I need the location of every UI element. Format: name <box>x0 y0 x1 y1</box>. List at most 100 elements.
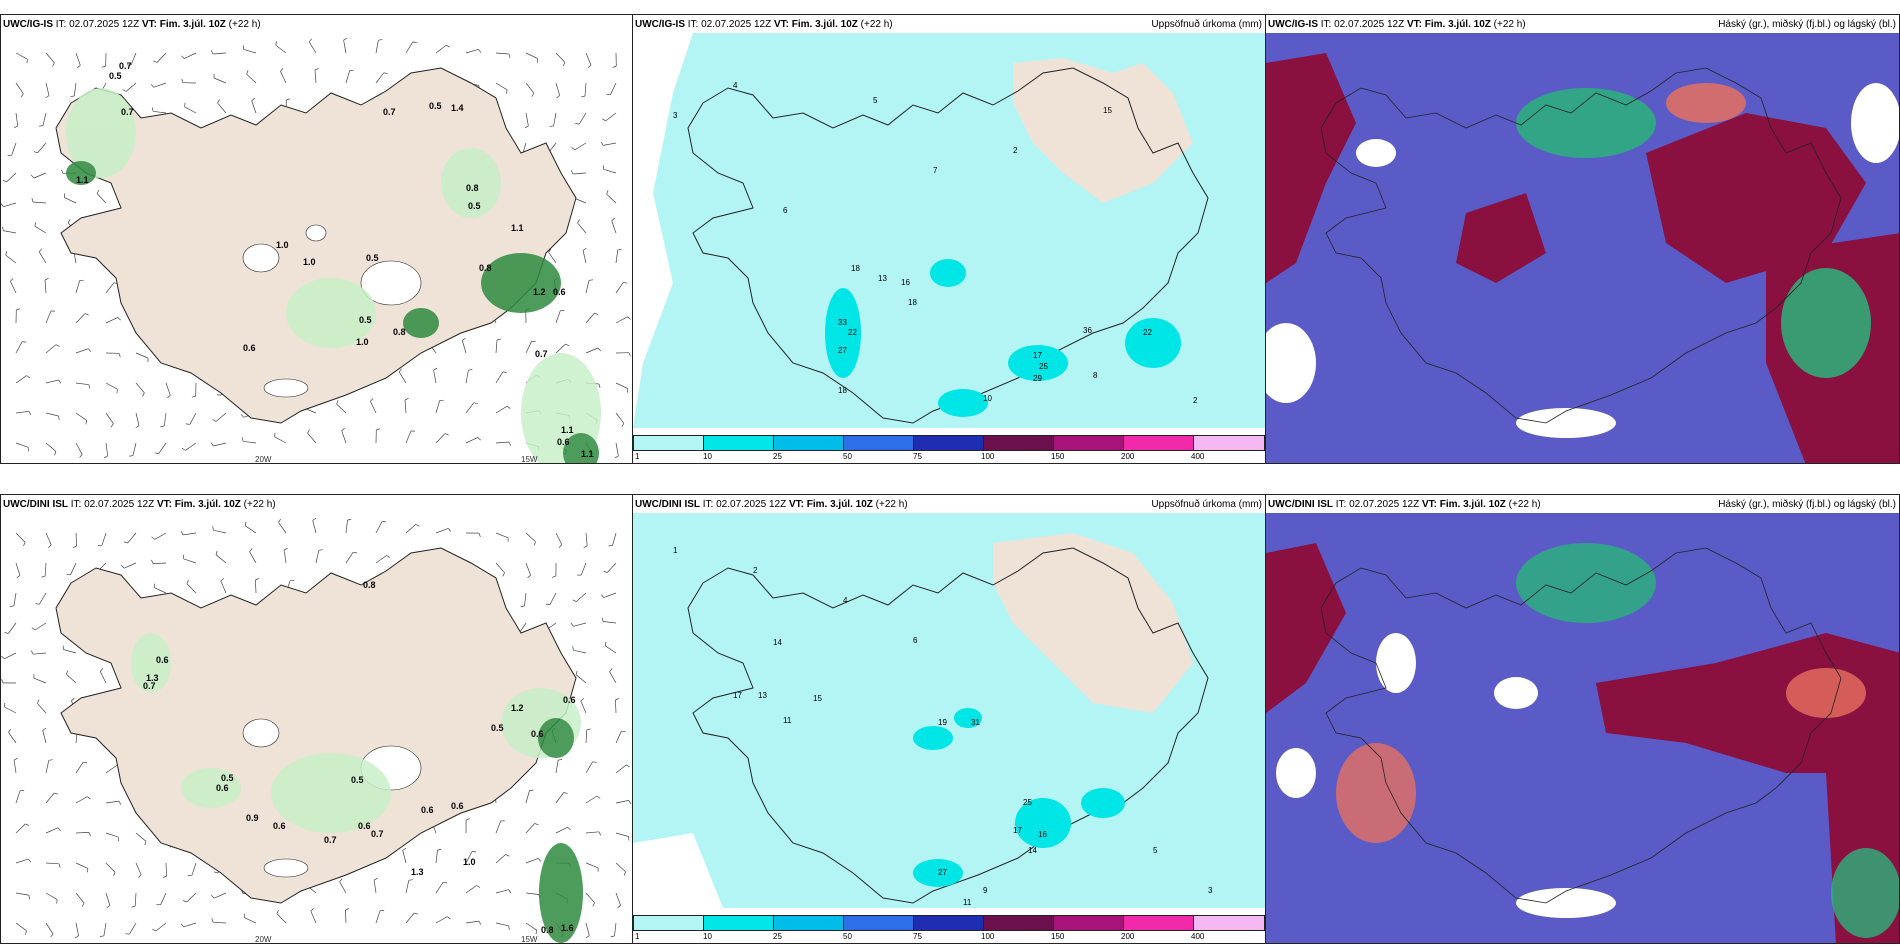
wind-barb <box>585 892 595 903</box>
wind-barb <box>154 587 167 594</box>
wind-barb-flag <box>443 881 448 884</box>
wind-barb <box>75 280 81 294</box>
wind-barb-flag <box>592 761 597 763</box>
wind-barb <box>99 671 107 684</box>
panel-header: UWC/DINI ISL IT: 02.07.2025 12Z VT: Fim.… <box>3 499 276 510</box>
wind-barb-flag <box>339 878 343 882</box>
wind-barb-flag <box>154 452 159 455</box>
wind-barb-flag <box>54 451 57 456</box>
wind-barb <box>585 52 592 66</box>
wind-barb-flag <box>181 447 186 451</box>
svg-text:1: 1 <box>673 546 678 555</box>
wind-barb <box>435 850 438 864</box>
wind-barb <box>435 44 447 54</box>
svg-text:0.7: 0.7 <box>371 829 384 839</box>
wind-barb <box>105 892 111 906</box>
wind-barb-flag <box>386 555 391 558</box>
wind-barb <box>461 340 467 354</box>
wind-barb-flag <box>614 455 619 459</box>
svg-text:0.6: 0.6 <box>451 801 464 811</box>
wind-barb-flag <box>251 97 255 101</box>
wind-barb-flag <box>117 317 121 321</box>
wind-barb-flag <box>558 544 563 548</box>
wind-barb <box>38 251 47 264</box>
wind-barb-flag <box>88 832 91 837</box>
wind-barb <box>15 112 19 126</box>
wind-barb <box>135 352 149 359</box>
svg-text:0.8: 0.8 <box>541 925 554 935</box>
wind-barb <box>525 82 535 94</box>
wind-barb <box>398 371 407 384</box>
wind-barb <box>341 430 347 444</box>
wind-barb-flag <box>603 570 608 573</box>
wind-barb-flag <box>527 574 531 579</box>
svg-text:0.6: 0.6 <box>156 655 169 665</box>
wind-barb-flag <box>609 668 613 672</box>
wind-barb <box>435 916 448 924</box>
precip-map: 4 3 5 2 6 15 7 18 16 18 13 33 22 27 18 1… <box>633 33 1265 428</box>
wind-barb <box>42 112 47 126</box>
wind-barb <box>580 562 587 576</box>
svg-text:36: 36 <box>1083 326 1092 335</box>
wind-barb-flag <box>308 38 312 43</box>
wind-barb-flag <box>58 379 62 384</box>
wind-barb <box>15 858 29 864</box>
wind-barb-flag <box>35 603 40 605</box>
wind-barb-flag <box>79 454 83 458</box>
wind-barb <box>45 922 54 935</box>
svg-text:1.3: 1.3 <box>146 673 159 683</box>
wind-barb <box>275 44 287 54</box>
svg-text:5: 5 <box>873 96 878 105</box>
colorbar-label: 200 <box>1121 452 1135 461</box>
wind-barb <box>75 313 86 324</box>
wind-barb-flag <box>33 151 38 154</box>
wind-barb <box>404 399 407 414</box>
wind-barb <box>555 82 561 96</box>
wind-barb <box>615 382 628 389</box>
svg-text:18: 18 <box>851 264 860 273</box>
wind-barb <box>189 412 197 425</box>
wind-barb <box>127 532 137 544</box>
wind-barb <box>243 48 257 54</box>
wind-barb-flag <box>347 518 352 521</box>
wind-barb-flag <box>473 402 478 405</box>
wind-barb <box>375 40 379 54</box>
wind-barb <box>435 433 446 444</box>
clear-patches <box>1266 83 1899 438</box>
wind-barb <box>105 862 116 873</box>
wind-barb-flag <box>621 423 625 427</box>
wind-barb <box>572 172 587 175</box>
wind-barb-flag <box>562 62 566 67</box>
wind-barb <box>375 72 385 84</box>
wind-barb <box>495 562 505 573</box>
wind-barb-flag <box>524 125 529 129</box>
colorbar-label: 150 <box>1051 452 1065 461</box>
wind-barb <box>585 761 593 774</box>
wind-barb <box>585 862 599 869</box>
wind-barb <box>185 442 197 451</box>
wind-barb-flag <box>606 190 609 195</box>
svg-text:25: 25 <box>1023 798 1032 807</box>
land-dry-areas <box>1013 58 1193 203</box>
land-dry-areas <box>993 533 1193 713</box>
wind-barb-flag <box>478 532 481 538</box>
wind-barb-flag <box>104 455 108 459</box>
panel-header: UWC/IG-IS IT: 02.07.2025 12Z VT: Fim. 3.… <box>3 19 261 30</box>
wind-barb-flag <box>151 536 155 540</box>
wind-barb <box>495 52 510 55</box>
svg-text:1.1: 1.1 <box>76 175 89 185</box>
wind-barb-flag <box>588 279 594 281</box>
wind-barb-flag <box>181 78 184 83</box>
wind-barb-flag <box>600 594 605 598</box>
wind-barb <box>555 343 566 354</box>
colorbar-swatch-5 <box>913 435 984 451</box>
wind-barb <box>435 882 444 894</box>
colorbar-swatch-7 <box>1053 915 1124 931</box>
wind-barb <box>495 922 509 927</box>
colorbar-label: 400 <box>1191 932 1205 941</box>
wind-barb-flag <box>153 60 158 63</box>
precip-colorbar: 1 10 25 50 75 100 150 200 400 <box>633 433 1265 463</box>
wind-barb-flag <box>85 420 88 425</box>
wind-barb-flag <box>577 219 580 224</box>
wind-barb <box>243 440 257 444</box>
